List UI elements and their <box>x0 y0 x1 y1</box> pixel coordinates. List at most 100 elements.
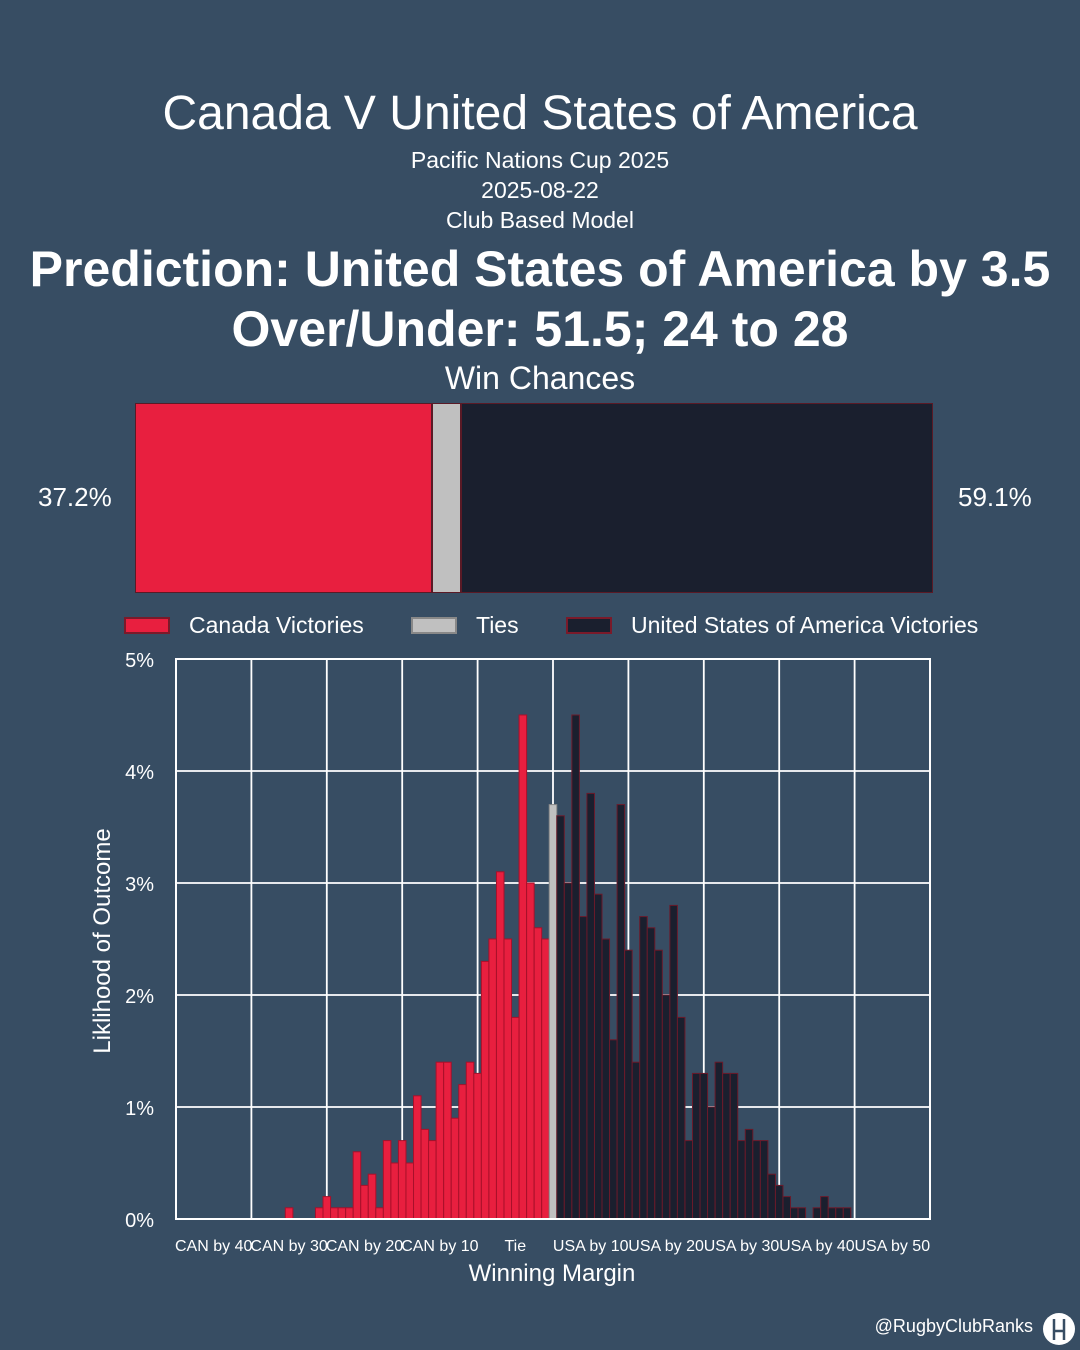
bar-usa <box>616 804 626 1220</box>
bar-tie <box>548 804 558 1220</box>
y-axis-label: Liklihood of Outcome <box>89 828 116 1053</box>
bar-canada <box>345 1207 354 1220</box>
bar-canada <box>450 1117 460 1220</box>
bar-canada <box>541 938 550 1220</box>
x-tick-label: CAN by 10 <box>401 1238 478 1255</box>
win-chances-title: Win Chances <box>444 360 636 396</box>
bar-usa <box>827 1207 837 1220</box>
bar-usa <box>782 1196 792 1220</box>
bar-canada <box>413 1095 422 1220</box>
bar-canada <box>428 1140 437 1220</box>
bar-usa <box>729 1072 739 1220</box>
legend-swatch-ties <box>411 617 457 634</box>
bar-usa <box>571 714 580 1220</box>
bar-canada <box>397 1140 407 1220</box>
y-tick-label: 4% <box>125 762 154 784</box>
bar-usa <box>586 792 595 1220</box>
bar-usa <box>774 1184 784 1220</box>
bar-usa <box>714 1061 724 1220</box>
legend-swatch-usa <box>566 617 612 634</box>
legend-item-ties: Ties <box>411 612 519 639</box>
x-tick-label: CAN by 30 <box>250 1238 327 1255</box>
match-date: 2025-08-22 <box>481 177 599 203</box>
chart-legend: Canada Victories Ties United States of A… <box>0 612 1080 642</box>
x-axis-label: Winning Margin <box>469 1260 636 1287</box>
x-tick-label: CAN by 20 <box>326 1238 403 1255</box>
y-tick-label: 2% <box>125 986 154 1008</box>
bar-canada <box>367 1173 377 1220</box>
bar-usa <box>767 1173 776 1220</box>
bar-usa <box>707 1106 716 1220</box>
y-tick-label: 3% <box>125 874 154 896</box>
over-under-text: Over/Under: 51.5; 24 to 28 <box>231 301 849 357</box>
bar-usa <box>812 1207 822 1220</box>
bar-usa <box>669 904 678 1220</box>
legend-label-ties: Ties <box>476 612 519 638</box>
bar-usa <box>654 949 663 1220</box>
bar-usa <box>691 1072 701 1220</box>
bar-canada <box>503 938 513 1220</box>
bar-usa <box>820 1196 829 1220</box>
legend-label-canada: Canada Victories <box>189 612 364 638</box>
bar-canada <box>526 882 535 1220</box>
bar-usa <box>563 882 573 1220</box>
bar-usa <box>699 1072 709 1220</box>
bar-canada <box>435 1061 445 1220</box>
bar-usa <box>676 1016 686 1220</box>
bar-canada <box>360 1184 369 1220</box>
credit-handle: @RugbyClubRanks <box>874 1316 1033 1336</box>
win-chances-bar <box>135 403 933 593</box>
bar-canada <box>488 938 497 1220</box>
tie-segment <box>431 403 462 593</box>
bar-usa <box>593 893 603 1220</box>
bar-usa <box>752 1140 761 1220</box>
x-tick-label: USA by 20 <box>628 1238 704 1255</box>
usa-win-segment <box>461 403 933 593</box>
bar-canada <box>465 1061 475 1220</box>
bar-canada <box>518 714 528 1220</box>
prediction-text: Prediction: United States of America by … <box>29 241 1051 297</box>
y-tick-label: 0% <box>125 1210 154 1232</box>
bar-canada <box>458 1084 467 1220</box>
bar-canada <box>284 1207 294 1220</box>
bar-canada <box>375 1207 384 1220</box>
bar-usa <box>835 1207 844 1220</box>
plot-frame <box>175 658 931 1220</box>
legend-item-canada: Canada Victories <box>124 612 364 639</box>
x-tick-label: CAN by 40 <box>175 1238 252 1255</box>
competition-name: Pacific Nations Cup 2025 <box>410 147 670 173</box>
page-title: Canada V United States of America <box>162 87 918 140</box>
x-tick-label: USA by 30 <box>704 1238 780 1255</box>
bar-canada <box>405 1162 415 1220</box>
bar-usa <box>661 994 671 1220</box>
bar-canada <box>352 1151 362 1220</box>
model-name: Club Based Model <box>446 207 634 233</box>
bar-canada <box>443 1061 452 1220</box>
bar-usa <box>842 1207 852 1220</box>
canada-win-percent: 37.2% <box>38 482 112 512</box>
bar-usa <box>759 1140 769 1220</box>
rugby-posts-logo-icon <box>1043 1313 1075 1345</box>
x-tick-label: Tie <box>504 1238 526 1255</box>
bar-canada <box>420 1128 430 1220</box>
bar-usa <box>790 1207 799 1220</box>
legend-label-usa: United States of America Victories <box>631 612 979 638</box>
bar-canada <box>480 960 490 1220</box>
canada-win-segment <box>135 403 432 593</box>
bar-canada <box>337 1207 347 1220</box>
bar-usa <box>744 1128 754 1220</box>
bar-usa <box>631 1061 641 1220</box>
legend-item-usa: United States of America Victories <box>566 612 978 639</box>
x-tick-label: USA by 40 <box>779 1238 855 1255</box>
bar-usa <box>609 1039 618 1220</box>
bar-canada <box>473 1072 482 1220</box>
bar-canada <box>330 1207 339 1220</box>
bar-usa <box>722 1072 731 1220</box>
bar-usa <box>578 916 588 1220</box>
bar-usa <box>797 1207 807 1220</box>
x-tick-label: USA by 50 <box>854 1238 930 1255</box>
y-tick-label: 1% <box>125 1098 154 1120</box>
bar-usa <box>646 927 656 1220</box>
bar-canada <box>511 1016 520 1220</box>
